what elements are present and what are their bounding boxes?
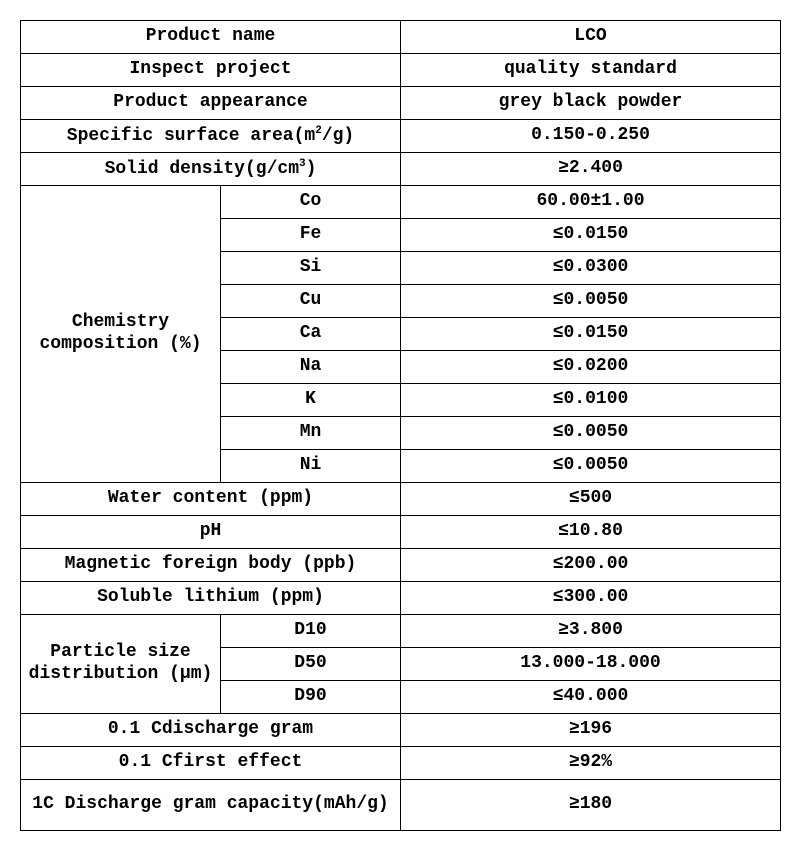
discharge-gram-value: ≥196	[401, 714, 781, 747]
particle-name-0: D10	[221, 615, 401, 648]
chem-value-3: ≤0.0050	[401, 285, 781, 318]
chem-value-0: 60.00±1.00	[401, 186, 781, 219]
chem-value-4: ≤0.0150	[401, 318, 781, 351]
appearance-value: grey black powder	[401, 87, 781, 120]
spec-table: Product name LCO Inspect project quality…	[20, 20, 781, 831]
particle-label: Particle size distribution (μm)	[21, 615, 221, 714]
magnetic-label: Magnetic foreign body (ppb)	[21, 549, 401, 582]
chem-name-1: Fe	[221, 219, 401, 252]
water-content-label: Water content (ppm)	[21, 483, 401, 516]
chem-name-5: Na	[221, 351, 401, 384]
chem-value-7: ≤0.0050	[401, 417, 781, 450]
ph-label: pH	[21, 516, 401, 549]
water-content-value: ≤500	[401, 483, 781, 516]
solid-density-value: ≥2.400	[401, 153, 781, 186]
product-name-value: LCO	[401, 21, 781, 54]
inspect-value: quality standard	[401, 54, 781, 87]
discharge-gram-label: 0.1 Cdischarge gram	[21, 714, 401, 747]
appearance-label: Product appearance	[21, 87, 401, 120]
particle-name-1: D50	[221, 648, 401, 681]
magnetic-value: ≤200.00	[401, 549, 781, 582]
chem-name-7: Mn	[221, 417, 401, 450]
surface-area-value: 0.150-0.250	[401, 120, 781, 153]
surface-area-label: Specific surface area(m2/g)	[21, 120, 401, 153]
chem-name-2: Si	[221, 252, 401, 285]
chem-value-1: ≤0.0150	[401, 219, 781, 252]
chem-value-8: ≤0.0050	[401, 450, 781, 483]
soluble-li-value: ≤300.00	[401, 582, 781, 615]
chem-name-4: Ca	[221, 318, 401, 351]
particle-value-0: ≥3.800	[401, 615, 781, 648]
particle-value-2: ≤40.000	[401, 681, 781, 714]
chemistry-label: Chemistry composition (%)	[21, 186, 221, 483]
chem-value-5: ≤0.0200	[401, 351, 781, 384]
product-name-label: Product name	[21, 21, 401, 54]
first-effect-label: 0.1 Cfirst effect	[21, 747, 401, 780]
ph-value: ≤10.80	[401, 516, 781, 549]
chem-value-6: ≤0.0100	[401, 384, 781, 417]
particle-name-2: D90	[221, 681, 401, 714]
chem-name-8: Ni	[221, 450, 401, 483]
chem-name-6: K	[221, 384, 401, 417]
first-effect-value: ≥92%	[401, 747, 781, 780]
particle-value-1: 13.000-18.000	[401, 648, 781, 681]
chem-name-3: Cu	[221, 285, 401, 318]
solid-density-label: Solid density(g/cm3)	[21, 153, 401, 186]
chem-name-0: Co	[221, 186, 401, 219]
soluble-li-label: Soluble lithium (ppm)	[21, 582, 401, 615]
inspect-label: Inspect project	[21, 54, 401, 87]
capacity-label: 1C Discharge gram capacity(mAh/g)	[21, 780, 401, 831]
capacity-value: ≥180	[401, 780, 781, 831]
chem-value-2: ≤0.0300	[401, 252, 781, 285]
